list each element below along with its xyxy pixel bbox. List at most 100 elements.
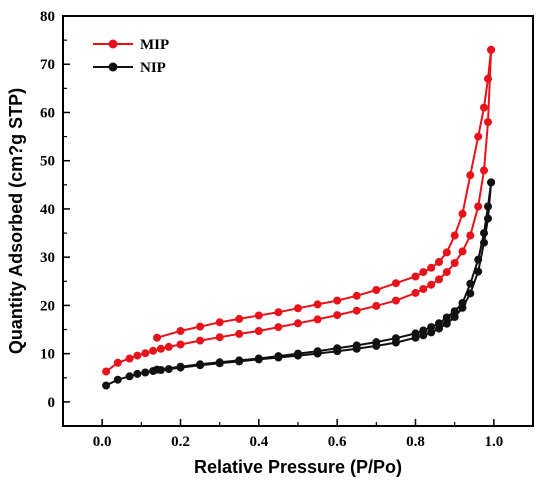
mip-desorption-point bbox=[480, 103, 488, 112]
y-axis-title: Quantity Adsorbed (cm?g STP) bbox=[6, 88, 26, 354]
nip-desorption-point bbox=[294, 349, 302, 358]
mip-desorption-point bbox=[458, 209, 467, 218]
axis-ticks bbox=[63, 15, 495, 426]
mip-adsorption-point bbox=[294, 319, 302, 328]
mip-adsorption-point bbox=[149, 346, 158, 355]
nip-desorption-point bbox=[427, 323, 436, 332]
nip-desorption-point bbox=[274, 352, 283, 361]
nip-desorption-point bbox=[254, 354, 263, 363]
mip-desorption-point bbox=[442, 248, 451, 257]
nip-desorption-point bbox=[435, 319, 443, 328]
nip-adsorption-point bbox=[442, 319, 451, 328]
mip-adsorption-point bbox=[164, 342, 173, 351]
x-tick-label: 0.8 bbox=[406, 434, 425, 450]
mip-adsorption-point bbox=[196, 336, 205, 345]
mip-adsorption-point bbox=[254, 327, 263, 335]
mip-desorption-point bbox=[484, 74, 492, 83]
x-tick-label: 0.6 bbox=[328, 434, 347, 450]
nip-desorption-point bbox=[484, 202, 492, 211]
y-tick-label: 70 bbox=[40, 57, 55, 73]
nip-adsorption-point bbox=[133, 369, 142, 378]
mip-adsorption-point bbox=[458, 247, 467, 256]
nip-adsorption-point bbox=[141, 368, 150, 377]
mip-desorption-point bbox=[215, 318, 224, 327]
mip-adsorption-point bbox=[411, 288, 420, 297]
mip-adsorption-point bbox=[466, 231, 475, 240]
legend-mip-label: MIP bbox=[140, 37, 169, 53]
mip-desorption-point bbox=[435, 258, 443, 266]
mip-adsorption-point bbox=[474, 202, 483, 211]
mip-adsorption-point bbox=[235, 329, 244, 338]
y-tick-label: 40 bbox=[40, 202, 55, 218]
mip-adsorption-point bbox=[427, 280, 436, 289]
x-tick-label: 0.0 bbox=[93, 434, 112, 450]
mip-desorption-point bbox=[254, 311, 263, 320]
mip-desorption-point bbox=[411, 272, 420, 281]
nip-desorption-point bbox=[411, 329, 420, 338]
mip-adsorption-point bbox=[450, 259, 459, 267]
nip-desorption-point bbox=[391, 334, 400, 343]
mip-desorption-point bbox=[153, 333, 161, 342]
mip-desorption-point bbox=[450, 231, 459, 240]
y-tick-label: 20 bbox=[40, 298, 55, 314]
nip-desorption-point bbox=[372, 338, 381, 347]
mip-desorption-point bbox=[333, 296, 342, 305]
nip-desorption-point bbox=[466, 279, 475, 288]
nip-desorption-point bbox=[235, 356, 244, 365]
mip-desorption-point bbox=[466, 171, 475, 180]
mip-desorption-point bbox=[352, 291, 361, 300]
mip-desorption-point bbox=[474, 132, 483, 141]
nip-adsorption-point bbox=[102, 381, 111, 390]
legend: MIP NIP bbox=[93, 37, 169, 76]
nip-desorption-point bbox=[419, 326, 428, 335]
mip-adsorption-point bbox=[113, 358, 122, 367]
mip-adsorption-point bbox=[102, 367, 111, 376]
mip-desorption-point bbox=[235, 314, 244, 323]
mip-desorption-point bbox=[176, 327, 185, 335]
x-tick-label: 0.2 bbox=[171, 434, 190, 450]
mip-desorption-point bbox=[294, 304, 302, 313]
mip-desorption-point bbox=[313, 300, 322, 309]
nip-desorption-point bbox=[153, 365, 161, 374]
x-axis-title: Relative Pressure (P/Po) bbox=[194, 457, 402, 477]
mip-adsorption-point bbox=[391, 296, 400, 305]
nip-adsorption-point bbox=[125, 372, 134, 381]
mip-adsorption-point bbox=[372, 301, 381, 310]
mip-adsorption-point bbox=[484, 118, 492, 127]
nip-desorption-point bbox=[313, 347, 322, 356]
mip-adsorption-point bbox=[442, 268, 451, 277]
mip-adsorption-point bbox=[141, 349, 150, 358]
mip-adsorption-point bbox=[419, 285, 428, 293]
mip-adsorption-point bbox=[274, 323, 283, 332]
mip-desorption-point bbox=[196, 322, 205, 331]
y-tick-label: 10 bbox=[40, 347, 55, 363]
nip-desorption-point bbox=[196, 360, 205, 369]
mip-adsorption-point bbox=[133, 351, 142, 360]
mip-adsorption-point bbox=[156, 344, 165, 353]
nip-desorption-point bbox=[352, 341, 361, 350]
nip-desorption-point bbox=[333, 344, 342, 353]
nip-adsorption-point bbox=[450, 313, 459, 321]
y-tick-label: 30 bbox=[40, 250, 55, 266]
x-tick-label: 0.4 bbox=[249, 434, 268, 450]
mip-desorption-point bbox=[427, 263, 436, 272]
nip-desorption-point bbox=[450, 307, 459, 316]
nip-adsorption-point bbox=[474, 267, 483, 276]
nip-adsorption-point bbox=[113, 375, 122, 384]
y-tick-label: 60 bbox=[40, 105, 55, 121]
nip-desorption-point bbox=[474, 255, 483, 264]
mip-adsorption-point bbox=[480, 166, 488, 175]
nip-desorption-point bbox=[480, 229, 488, 238]
legend-nip-marker bbox=[108, 62, 118, 72]
mip-desorption-line bbox=[156, 49, 493, 339]
mip-adsorption-point bbox=[333, 311, 342, 320]
nip-desorption-point bbox=[215, 358, 224, 367]
y-tick-label: 50 bbox=[40, 154, 55, 170]
mip-adsorption-point bbox=[215, 333, 224, 342]
mip-desorption-point bbox=[487, 45, 496, 54]
x-tick-labels: 0.0 0.2 0.4 0.6 0.8 1.0 bbox=[93, 434, 503, 450]
mip-adsorption-point bbox=[176, 340, 185, 349]
mip-adsorption-point bbox=[435, 275, 443, 284]
legend-mip-marker bbox=[108, 39, 118, 49]
